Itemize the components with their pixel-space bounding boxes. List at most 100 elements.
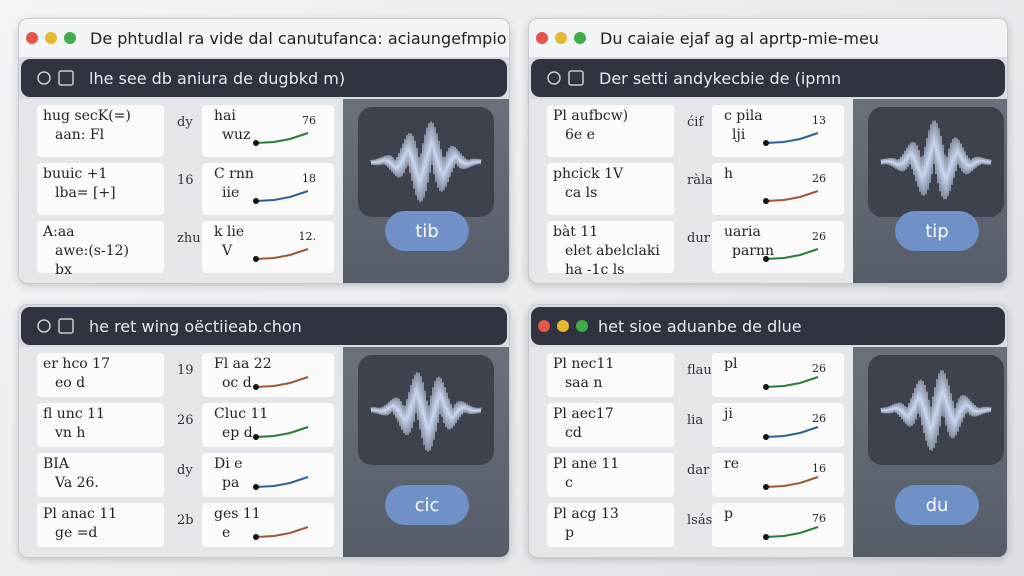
card: Pl acg 13 p [547,503,674,547]
card-line: Cluc 11 [214,406,269,422]
shape [763,256,769,262]
window: De phtudlal ra vide dal canutufanca: aci… [18,18,510,284]
card-line: eo d [55,375,86,391]
card: fl unc 11 vn h [37,403,164,447]
toolbar-title: he ret wing oëctiieab.chon [89,316,302,336]
card-line: A:aa [43,224,75,240]
card-line: ji [724,406,733,422]
icon [880,370,992,451]
row-label: 16 [177,173,194,188]
shape [370,372,482,452]
card-line: k lie [214,224,245,240]
shape [253,198,259,204]
card-line: Pl aufbcw) [553,108,629,124]
card-line: ge =d [55,525,98,541]
side-panel: tib [343,99,509,283]
card: Pl ane 11 c [547,453,674,497]
card-line: Pl aec17 [553,406,614,422]
card-line: bx [55,262,72,278]
card-line: lba= [+] [55,185,116,201]
action-button[interactable]: tib [385,211,469,251]
action-button[interactable]: cic [385,485,469,525]
window-control[interactable] [557,320,569,332]
shape [37,319,51,333]
card-line: buuic +1 [43,166,108,182]
window-control[interactable] [574,32,586,44]
window-control[interactable] [555,32,567,44]
card-value: 18 [302,172,316,185]
card: uaria parnn 26 [712,221,844,273]
window-title: De phtudlal ra vide dal canutufanca: aci… [90,28,507,48]
shape [255,132,309,144]
window-control[interactable] [536,32,548,44]
shape [58,318,74,334]
shape [763,140,769,146]
card-line: ha -1c ls [565,262,625,278]
icon [253,426,309,440]
window-control[interactable] [64,32,76,44]
card-value: 76 [302,114,316,127]
card: h 26 [712,163,844,215]
shape [765,376,819,388]
card-line: vn h [55,425,86,441]
card-line: cd [565,425,582,441]
card: p 76 [712,503,844,547]
shape [765,190,819,202]
shape [765,526,819,538]
window-control[interactable] [45,32,57,44]
card-line: e [222,525,231,541]
window-control[interactable] [538,320,550,332]
card-value: 16 [812,462,826,475]
card-line: phcick 1V [553,166,624,182]
icon [37,70,74,86]
window-control[interactable] [576,320,588,332]
card-line: bàt 11 [553,224,599,240]
card: Pl aec17 cd [547,403,674,447]
icon [547,70,584,86]
window: het sioe aduanbe de dlue du Pl nec11 saa n f… [528,304,1008,558]
row-label: zhu [177,231,201,246]
shape [253,534,259,540]
card: pl 26 [712,353,844,397]
card: er hco 17 eo d [37,353,164,397]
icon [253,376,309,390]
card-line: h [724,166,734,182]
card-line: Pl ane 11 [553,456,620,472]
action-button[interactable]: du [895,485,979,525]
window-control[interactable] [26,32,38,44]
toolbar: lhe see db aniura de dugbkd m) [21,59,507,97]
title-bar: Du caiaie ejaf ag al aprtp-mie-meu [529,19,1007,57]
icon [253,190,309,204]
side-panel: cic [343,347,509,557]
card-line: pa [222,475,240,491]
card-line: hai [214,108,236,124]
card: C rnn iie 18 [202,163,334,215]
card-line: parnn [732,243,775,259]
card-line: ges 11 [214,506,261,522]
shape [370,121,482,203]
row-label: dur [687,231,710,246]
row-label: dy [177,463,193,478]
content: tip Pl aufbcw) 6e e ćif c pila lji 13 phcick 1V… [529,99,1007,283]
card-line: p [724,506,733,522]
action-button[interactable]: tip [895,211,979,251]
card-line: elet abelclaki [565,243,660,259]
toolbar: he ret wing oëctiieab.chon [21,307,507,345]
card: Pl aufbcw) 6e e [547,105,674,157]
shape [763,534,769,540]
card-line: awe:(s-12) [55,243,129,259]
shape [765,132,819,144]
content: du Pl nec11 saa n flau pl 26 Pl aec17 cd lia ji 26… [529,347,1007,557]
content: tib hug secK(=) aan: Fl dy hai wuz 76 buuic +1 l… [19,99,509,283]
icon [763,248,819,262]
card-line: lji [732,127,746,143]
card-line: wuz [222,127,251,143]
shape [255,426,309,438]
row-label: ràla [687,173,713,188]
shape [763,484,769,490]
toolbar-title: het sioe aduanbe de dlue [598,316,802,336]
row-label: lsás [687,513,713,528]
row-label: 2b [177,513,194,528]
row-label: ćif [687,115,704,130]
card-line: pl [724,356,738,372]
